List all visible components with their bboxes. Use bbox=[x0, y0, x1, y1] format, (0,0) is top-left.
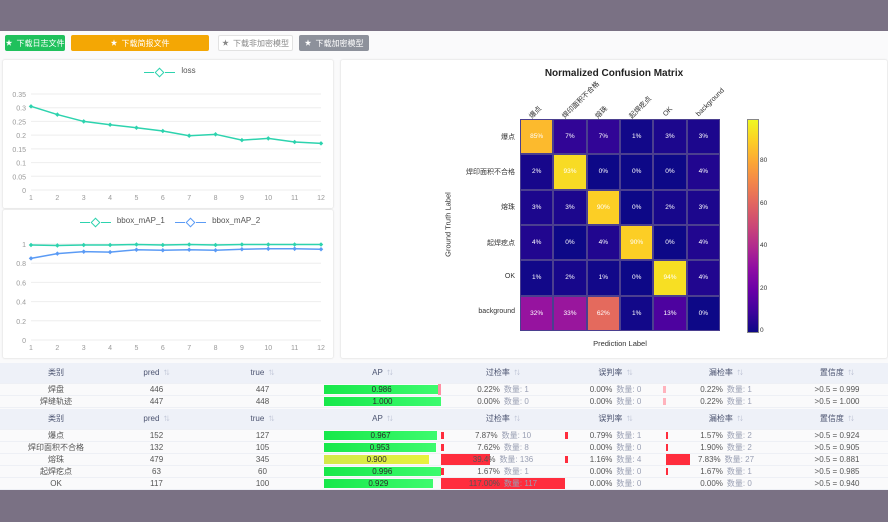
svg-text:10: 10 bbox=[264, 345, 272, 352]
svg-text:10: 10 bbox=[264, 195, 272, 202]
svg-text:0.2: 0.2 bbox=[16, 319, 26, 326]
svg-text:7: 7 bbox=[187, 345, 191, 352]
svg-text:0.05: 0.05 bbox=[12, 174, 26, 181]
svg-text:0: 0 bbox=[22, 338, 26, 345]
svg-text:8: 8 bbox=[214, 345, 218, 352]
svg-text:8: 8 bbox=[214, 195, 218, 202]
svg-text:0.3: 0.3 bbox=[16, 106, 26, 113]
svg-text:0: 0 bbox=[22, 188, 26, 195]
svg-text:0.6: 0.6 bbox=[16, 280, 26, 287]
svg-text:0.1: 0.1 bbox=[16, 161, 26, 168]
svg-text:2: 2 bbox=[55, 345, 59, 352]
svg-text:5: 5 bbox=[135, 345, 139, 352]
svg-text:9: 9 bbox=[240, 195, 244, 202]
svg-text:12: 12 bbox=[317, 345, 325, 352]
svg-text:0.35: 0.35 bbox=[12, 92, 26, 99]
svg-text:4: 4 bbox=[108, 345, 112, 352]
svg-text:1: 1 bbox=[29, 195, 33, 202]
svg-text:1: 1 bbox=[29, 345, 33, 352]
svg-text:0.25: 0.25 bbox=[12, 119, 26, 126]
svg-text:4: 4 bbox=[108, 195, 112, 202]
svg-text:3: 3 bbox=[82, 195, 86, 202]
svg-text:0.15: 0.15 bbox=[12, 147, 26, 154]
svg-text:0.4: 0.4 bbox=[16, 300, 26, 307]
svg-text:6: 6 bbox=[161, 195, 165, 202]
svg-text:9: 9 bbox=[240, 345, 244, 352]
svg-text:0.2: 0.2 bbox=[16, 133, 26, 140]
svg-text:11: 11 bbox=[291, 345, 298, 352]
svg-text:7: 7 bbox=[187, 195, 191, 202]
svg-text:1: 1 bbox=[22, 242, 26, 249]
svg-text:2: 2 bbox=[55, 195, 59, 202]
svg-text:0.8: 0.8 bbox=[16, 261, 26, 268]
svg-text:11: 11 bbox=[291, 195, 298, 202]
svg-text:12: 12 bbox=[317, 195, 325, 202]
svg-text:3: 3 bbox=[82, 345, 86, 352]
svg-text:5: 5 bbox=[135, 195, 139, 202]
svg-text:6: 6 bbox=[161, 345, 165, 352]
